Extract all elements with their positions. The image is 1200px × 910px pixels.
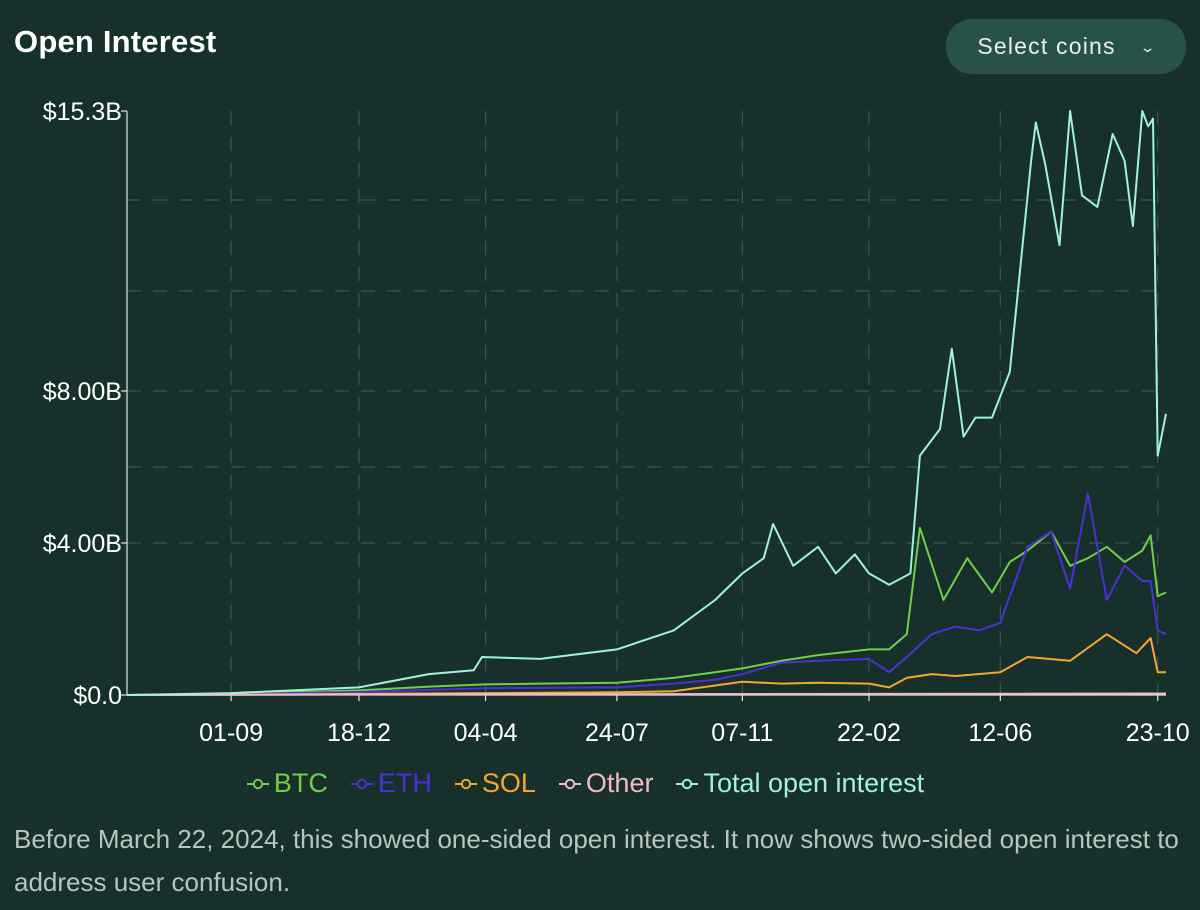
footnote: Before March 22, 2024, this showed one-s… — [14, 824, 1179, 897]
legend-marker-icon — [454, 778, 477, 789]
legend-item-other[interactable]: Other — [558, 768, 654, 799]
x-tick-label: 18-12 — [327, 719, 391, 747]
x-tick-label: 22-02 — [837, 719, 901, 747]
series-line-sol — [126, 633, 1166, 696]
select-coins-button[interactable]: Select coins ⌄ — [946, 19, 1186, 74]
select-coins-label: Select coins — [977, 33, 1116, 59]
legend-item-btc[interactable]: BTC — [246, 768, 328, 799]
x-tick-label: 04-04 — [454, 719, 518, 747]
x-tick-label: 01-09 — [199, 719, 263, 747]
y-tick-label: $4.00B — [43, 530, 122, 558]
series-line-eth — [126, 492, 1167, 696]
legend-label: Other — [585, 768, 654, 798]
legend-item-total-open-interest[interactable]: Total open interest — [675, 768, 924, 799]
x-tick-label: 12-06 — [968, 719, 1032, 747]
legend-label: SOL — [481, 768, 536, 798]
series-line-other — [126, 692, 1167, 696]
legend-item-sol[interactable]: SOL — [454, 768, 536, 799]
series-line-total-open-interest — [126, 110, 1167, 696]
chevron-down-icon: ⌄ — [1139, 39, 1158, 55]
x-tick-label: 23-10 — [1126, 719, 1190, 747]
y-tick-label: $8.00B — [43, 378, 122, 406]
legend-label: ETH — [377, 768, 432, 798]
legend-item-eth[interactable]: ETH — [350, 768, 432, 799]
legend-marker-icon — [350, 778, 373, 789]
legend-label: Total open interest — [703, 768, 925, 798]
x-tick-label: 24-07 — [585, 719, 649, 747]
chart-legend: BTC ETH SOL Other Total open interest — [0, 768, 1170, 799]
legend-label: BTC — [273, 768, 328, 798]
y-tick-label: $15.3B — [43, 98, 122, 126]
y-tick-label: $0.0 — [73, 682, 122, 710]
legend-marker-icon — [558, 778, 581, 789]
x-tick-label: 07-11 — [711, 719, 773, 747]
page-title: Open Interest — [14, 24, 217, 59]
series-line-btc — [126, 526, 1167, 696]
open-interest-chart: $0.0 $4.00B $8.00B $15.3B 01-09 18-12 04-04 24-… — [43, 98, 1190, 747]
legend-marker-icon — [246, 778, 269, 789]
legend-marker-icon — [676, 778, 699, 789]
